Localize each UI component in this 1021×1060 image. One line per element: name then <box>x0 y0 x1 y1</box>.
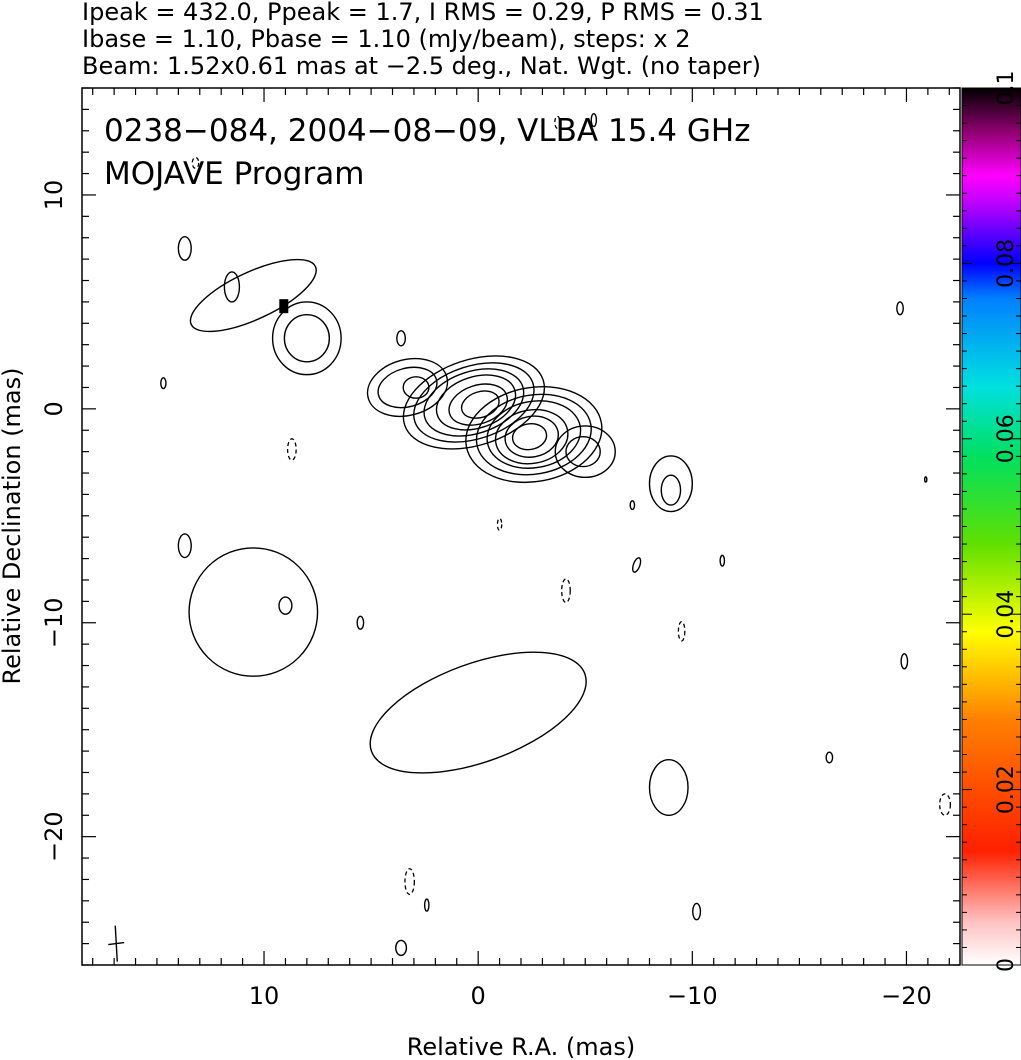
contour-line <box>590 112 598 128</box>
contour-line <box>189 258 317 333</box>
negative-contour-line <box>191 156 200 169</box>
negative-contour-line <box>939 793 952 816</box>
polarization-pixel <box>279 299 289 314</box>
negative-contour-line <box>677 621 686 642</box>
contour-line <box>660 474 682 506</box>
header-line-peaks: Ipeak = 432.0, Ppeak = 1.7, I RMS = 0.29… <box>82 0 764 26</box>
contour-line <box>504 415 560 458</box>
axis-ticks <box>82 87 960 966</box>
contour-line <box>719 554 726 567</box>
contour-line <box>188 547 319 677</box>
map-title: 0238−084, 2004−08−09, VLBA 15.4 GHz <box>104 113 750 149</box>
colorbar-ticks: 0 0.02 0.04 0.06 0.08 0.1 <box>962 71 1021 972</box>
contour-line <box>366 357 449 418</box>
negative-contour-line <box>404 868 416 896</box>
contour-line <box>448 383 508 426</box>
header-line-base: Ibase = 1.10, Pbase = 1.10 (mJy/beam), s… <box>82 25 691 53</box>
colorbar-tick-label: 0.06 <box>994 414 1019 463</box>
beam-marker-major-axis <box>114 925 118 962</box>
contour-line <box>511 422 548 451</box>
contour-line <box>396 330 407 347</box>
y-tick-label: −20 <box>40 811 68 862</box>
header-line-beam: Beam: 1.52x0.61 mas at −2.5 deg., Nat. W… <box>82 52 761 80</box>
contour-line <box>923 476 928 483</box>
contour-line <box>377 366 438 409</box>
x-tick-label: 10 <box>249 982 280 1010</box>
contour-line <box>177 533 192 559</box>
contour-line <box>631 557 642 573</box>
y-tick-label: −10 <box>40 597 68 648</box>
contour-line <box>565 435 601 468</box>
colorbar-tick-label: 0.08 <box>994 239 1019 288</box>
contour-line <box>825 751 834 764</box>
contour-line <box>423 368 525 437</box>
y-tick-label: 0 <box>40 401 68 416</box>
negative-contour-line <box>561 578 571 604</box>
contour-line <box>395 939 408 957</box>
contour-line <box>369 651 587 774</box>
plot-frame <box>81 87 961 966</box>
contour-line <box>460 390 500 419</box>
colorbar <box>962 88 1021 965</box>
contour-line <box>896 301 904 316</box>
contour-line <box>900 653 909 670</box>
negative-contour-line <box>496 517 503 532</box>
contour-line <box>465 385 603 484</box>
contours-layer <box>108 112 952 962</box>
contour-line <box>475 393 592 476</box>
x-tick-label: −10 <box>667 982 718 1010</box>
contour-line <box>356 615 365 630</box>
contour-line <box>648 455 694 513</box>
x-tick-label: 0 <box>471 982 486 1010</box>
contour-line <box>554 425 616 479</box>
negative-contour-line <box>286 438 297 461</box>
colorbar-tick-label: 0 <box>994 958 1019 972</box>
negative-contour-line <box>554 115 561 129</box>
axis-tick-labels: 10 0 −10 −20 10 0 −10 −20 <box>40 180 932 1010</box>
y-tick-label: 10 <box>40 180 68 211</box>
contour-line <box>271 301 342 376</box>
contour-line <box>223 271 241 303</box>
x-tick-label: −20 <box>881 982 932 1010</box>
contour-line <box>160 377 167 390</box>
contour-line <box>278 596 293 615</box>
contour-line <box>413 362 535 443</box>
x-axis-label: Relative R.A. (mas) <box>407 1033 635 1060</box>
contour-line <box>423 898 430 912</box>
colorbar-tick-label: 0.04 <box>994 590 1019 639</box>
contour-line <box>648 758 689 816</box>
contour-line <box>692 902 702 921</box>
contour-line <box>629 500 636 511</box>
contour-line <box>402 376 430 399</box>
contour-line <box>283 314 331 363</box>
contour-line <box>177 235 192 261</box>
colorbar-tick-label: 0.02 <box>994 765 1019 814</box>
map-subtitle: MOJAVE Program <box>104 156 364 192</box>
contour-line <box>435 374 517 431</box>
colorbar-tick-label: 0.1 <box>994 71 1019 106</box>
y-axis-label: Relative Declination (mas) <box>0 367 26 684</box>
